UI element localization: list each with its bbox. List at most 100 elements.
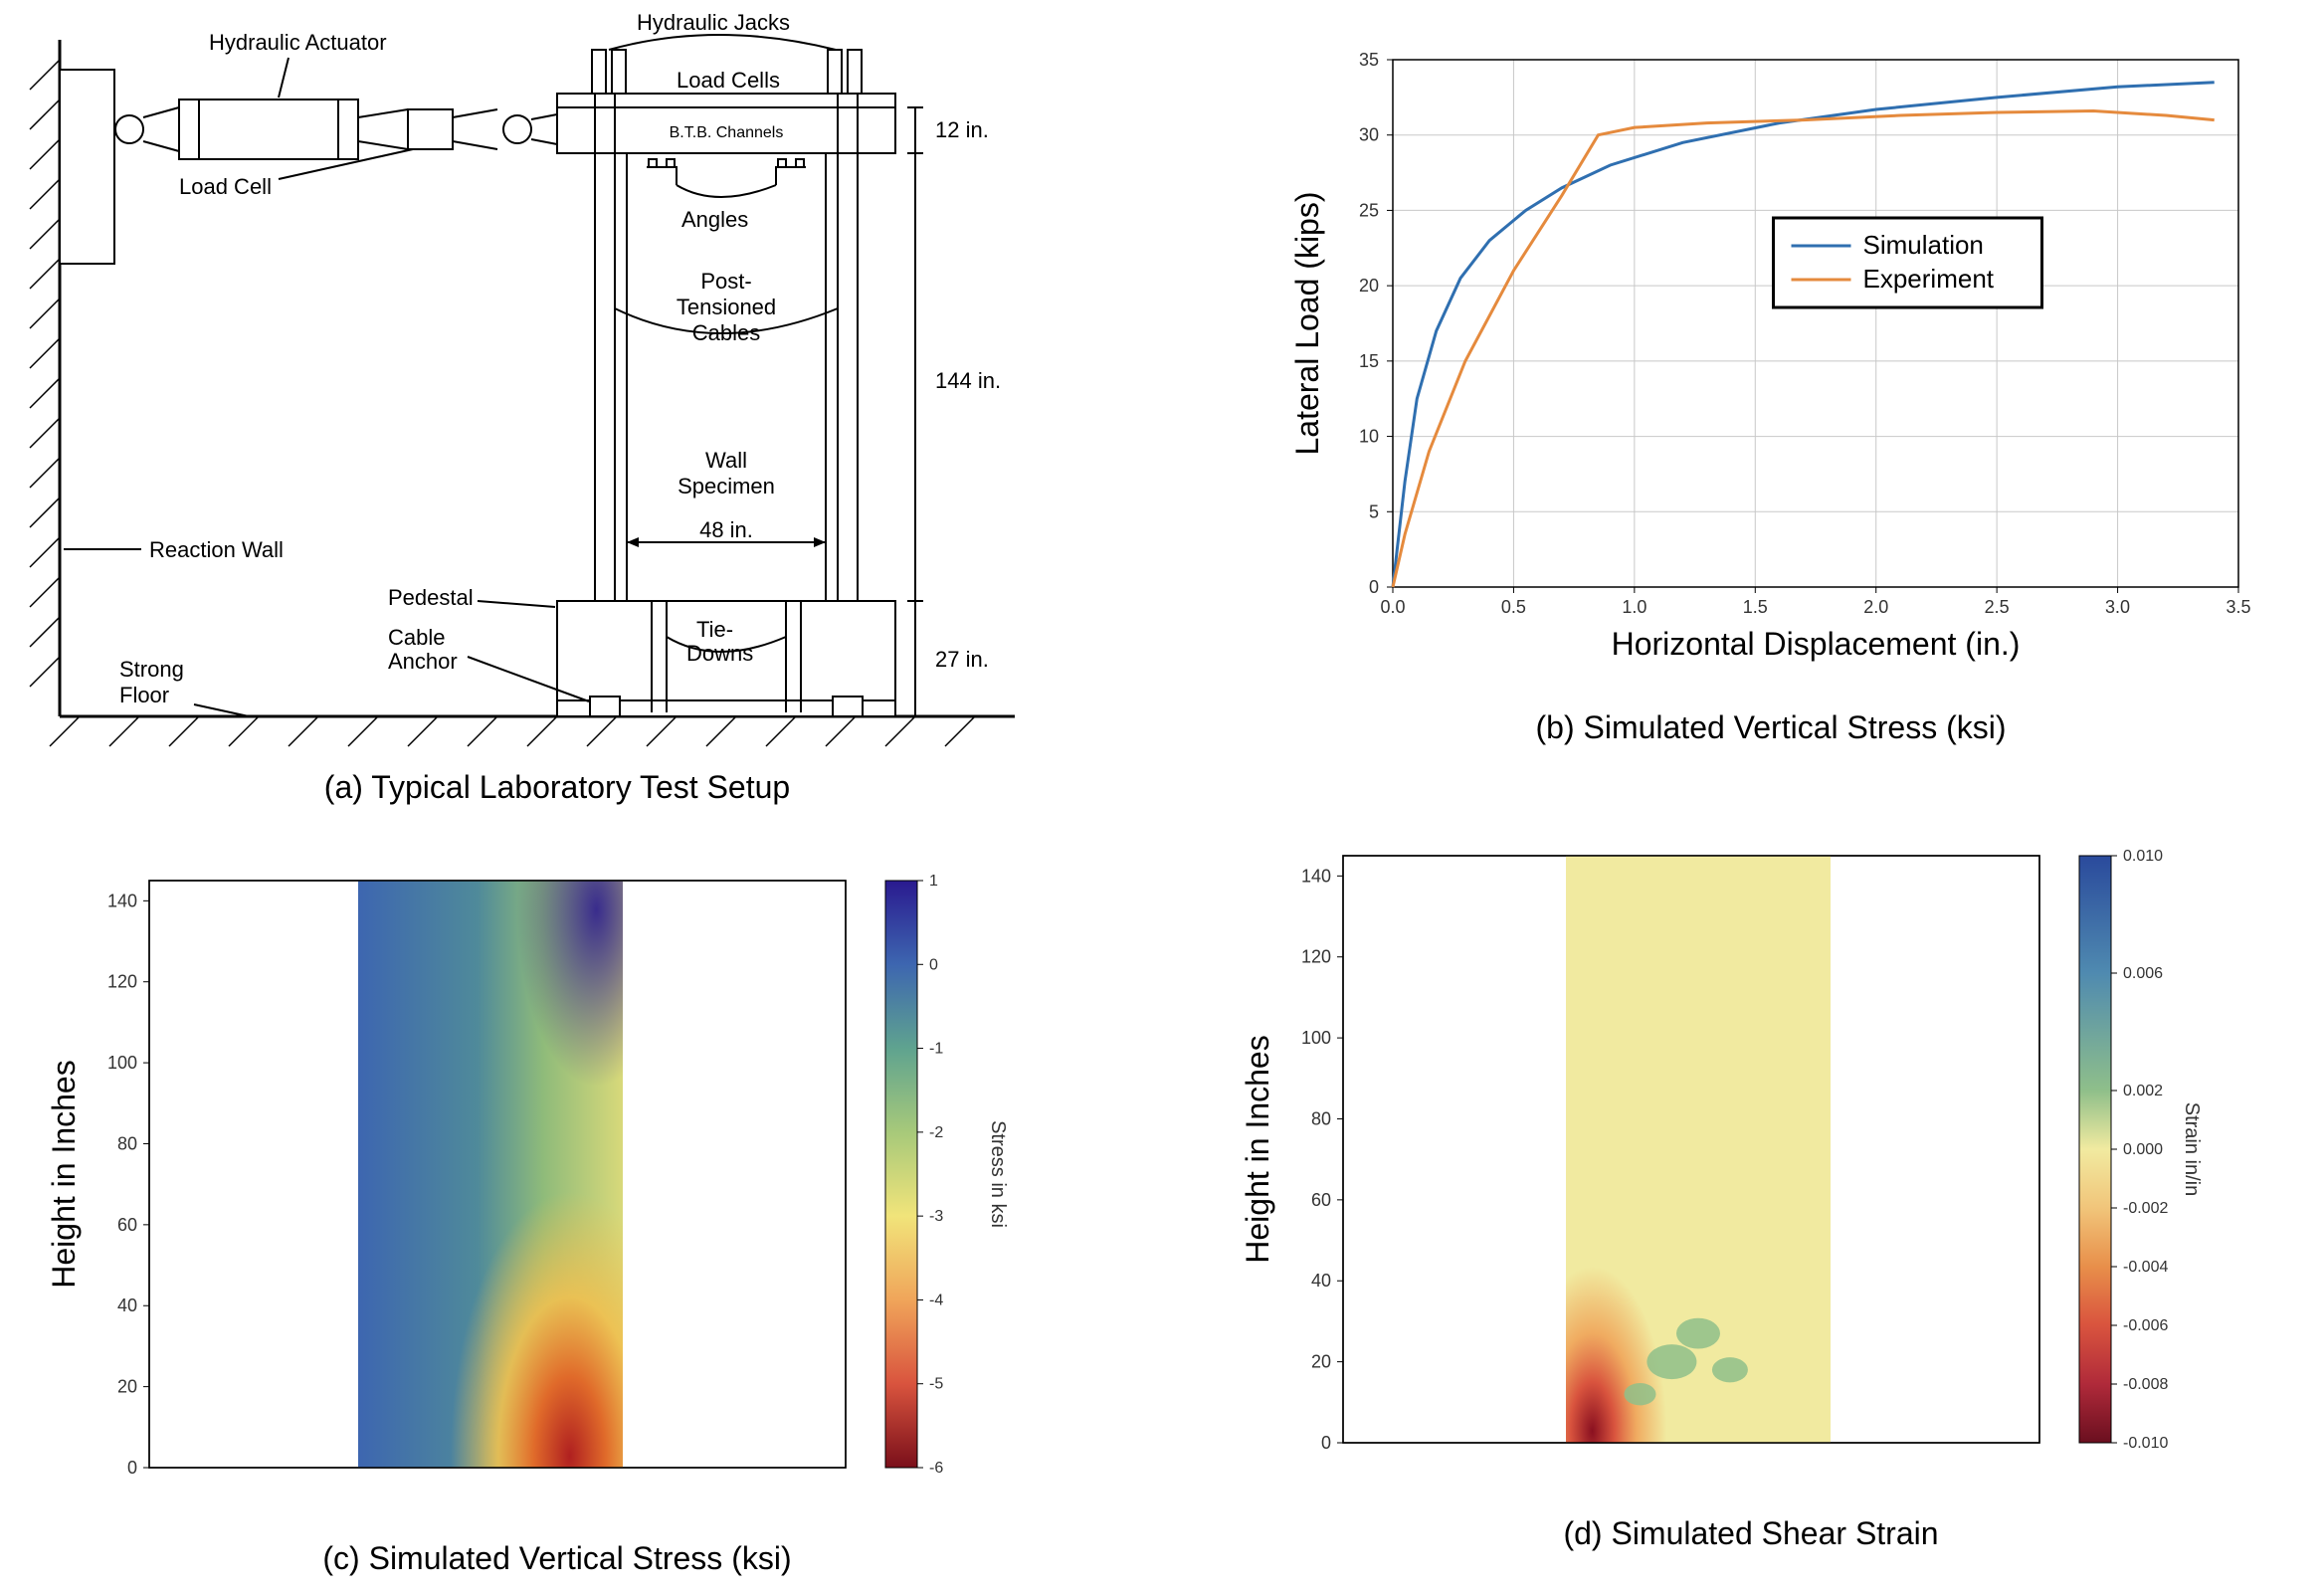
svg-text:20: 20: [117, 1377, 137, 1397]
dim-144: 144 in.: [935, 368, 1001, 393]
stress-contour-svg: 020406080100120140Height in Inches10-1-2…: [20, 851, 1094, 1527]
actuator-leftpin: [115, 115, 143, 143]
svg-text:0.006: 0.006: [2123, 965, 2163, 982]
svg-text:0: 0: [1369, 577, 1379, 597]
strong-floor-l2: Floor: [119, 683, 169, 707]
line-chart-svg: 0.0 0.5 1.0 1.5 2.0 2.5 3.0 3.5 0 5 10 15 20 25 30 35 Ho…: [1263, 30, 2278, 697]
panel-c-contour: 020406080100120140Height in Inches10-1-2…: [20, 851, 1094, 1587]
dim-48: 48 in.: [699, 517, 753, 542]
svg-text:80: 80: [117, 1133, 137, 1153]
svg-text:40: 40: [1311, 1271, 1331, 1291]
load-cells-label: Load Cells: [677, 68, 780, 93]
btb-label: B.T.B. Channels: [670, 124, 784, 141]
dim-27: 27 in.: [935, 647, 989, 672]
wall-spec-l1: Wall: [705, 448, 747, 473]
svg-text:0.0: 0.0: [1380, 597, 1405, 617]
svg-text:100: 100: [107, 1053, 137, 1073]
post-tension-l1: Post-: [700, 269, 751, 294]
svg-text:-6: -6: [929, 1460, 943, 1477]
hydraulic-actuator-label: Hydraulic Actuator: [209, 30, 387, 55]
svg-text:0: 0: [929, 956, 938, 973]
svg-text:Stress in ksi: Stress in ksi: [987, 1120, 1009, 1228]
svg-text:40: 40: [117, 1295, 137, 1315]
svg-text:-5: -5: [929, 1376, 943, 1393]
svg-text:Lateral Load (kips): Lateral Load (kips): [1289, 191, 1325, 455]
svg-text:0: 0: [1321, 1433, 1331, 1453]
svg-text:2.5: 2.5: [1985, 597, 2010, 617]
svg-text:Strain in/in: Strain in/in: [2181, 1102, 2203, 1197]
svg-text:Height in Inches: Height in Inches: [46, 1060, 82, 1288]
reaction-wall-label: Reaction Wall: [149, 537, 284, 562]
svg-text:15: 15: [1359, 351, 1379, 371]
svg-text:60: 60: [1311, 1190, 1331, 1210]
svg-text:-3: -3: [929, 1208, 943, 1225]
wall-spec-l2: Specimen: [678, 474, 775, 498]
dim-12: 12 in.: [935, 117, 989, 142]
panel-a-setup-diagram: B.T.B. Channels: [20, 0, 1094, 806]
svg-text:3.5: 3.5: [2226, 597, 2250, 617]
svg-text:100: 100: [1301, 1028, 1331, 1048]
panel-b-line-chart: 0.0 0.5 1.0 1.5 2.0 2.5 3.0 3.5 0 5 10 15 20 25 30 35 Ho…: [1263, 30, 2278, 756]
angles-label: Angles: [681, 207, 748, 232]
svg-text:120: 120: [1301, 947, 1331, 967]
svg-text:1.0: 1.0: [1622, 597, 1646, 617]
tie-downs-l1: Tie-: [696, 617, 733, 642]
svg-text:-0.002: -0.002: [2123, 1200, 2168, 1217]
panel-c-caption: (c) Simulated Vertical Stress (ksi): [20, 1540, 1094, 1577]
panel-d-caption: (d) Simulated Shear Strain: [1214, 1515, 2288, 1552]
panel-a-caption: (a) Typical Laboratory Test Setup: [20, 769, 1094, 806]
svg-text:10: 10: [1359, 427, 1379, 447]
svg-text:Height in Inches: Height in Inches: [1240, 1035, 1275, 1263]
post-tension-l2: Tensioned: [677, 295, 776, 319]
svg-text:Horizontal Displacement (in.): Horizontal Displacement (in.): [1612, 626, 2021, 662]
svg-text:120: 120: [107, 972, 137, 992]
svg-text:-0.004: -0.004: [2123, 1259, 2168, 1276]
panel-b-caption: (b) Simulated Vertical Stress (ksi): [1263, 709, 2278, 746]
svg-text:Simulation: Simulation: [1863, 230, 1984, 260]
post-tension-l3: Cables: [692, 320, 760, 345]
strain-contour-svg: 0 20 40 60 80 100 120 140 Height in Inches 0.010 0…: [1214, 826, 2288, 1502]
load-cells-bar: [557, 94, 895, 107]
setup-svg: B.T.B. Channels: [20, 0, 1094, 756]
panel-d-contour: 0 20 40 60 80 100 120 140 Height in Inches 0.010 0…: [1214, 826, 2288, 1582]
load-cell-label: Load Cell: [179, 174, 272, 199]
svg-text:80: 80: [1311, 1108, 1331, 1128]
svg-text:-4: -4: [929, 1292, 943, 1308]
svg-text:20: 20: [1359, 276, 1379, 296]
svg-text:-0.008: -0.008: [2123, 1376, 2168, 1393]
svg-text:140: 140: [107, 891, 137, 910]
strong-floor: [50, 716, 1015, 746]
load-cell-body: [408, 109, 453, 149]
svg-text:-1: -1: [929, 1041, 943, 1058]
hydraulic-actuator-body: [179, 100, 358, 159]
cable-anchor-l1: Cable: [388, 625, 445, 650]
actuator-rightpin: [503, 115, 531, 143]
svg-text:25: 25: [1359, 200, 1379, 220]
svg-text:0: 0: [127, 1458, 137, 1478]
svg-text:Experiment: Experiment: [1863, 264, 1995, 294]
wall-mount-plate: [60, 70, 114, 264]
hydraulic-jacks-label: Hydraulic Jacks: [637, 10, 790, 35]
cable-anchor-l2: Anchor: [388, 649, 458, 674]
svg-text:0.000: 0.000: [2123, 1141, 2163, 1158]
svg-text:5: 5: [1369, 501, 1379, 521]
strong-floor-l1: Strong: [119, 657, 184, 682]
svg-text:-0.006: -0.006: [2123, 1317, 2168, 1334]
svg-text:0.5: 0.5: [1501, 597, 1526, 617]
svg-text:0.002: 0.002: [2123, 1083, 2163, 1099]
svg-text:0.010: 0.010: [2123, 848, 2163, 865]
svg-text:2.0: 2.0: [1863, 597, 1888, 617]
dimensions-right: 12 in. 144 in. 27 in.: [907, 107, 1001, 716]
svg-text:35: 35: [1359, 50, 1379, 70]
svg-text:3.0: 3.0: [2105, 597, 2130, 617]
svg-text:1.5: 1.5: [1743, 597, 1768, 617]
svg-text:140: 140: [1301, 866, 1331, 886]
svg-text:30: 30: [1359, 125, 1379, 145]
svg-text:20: 20: [1311, 1352, 1331, 1372]
reaction-wall: [30, 40, 60, 716]
svg-text:-0.010: -0.010: [2123, 1435, 2168, 1452]
tie-downs-l2: Downs: [686, 641, 753, 666]
svg-text:-2: -2: [929, 1124, 943, 1141]
pedestal-label: Pedestal: [388, 585, 474, 610]
svg-text:60: 60: [117, 1215, 137, 1235]
